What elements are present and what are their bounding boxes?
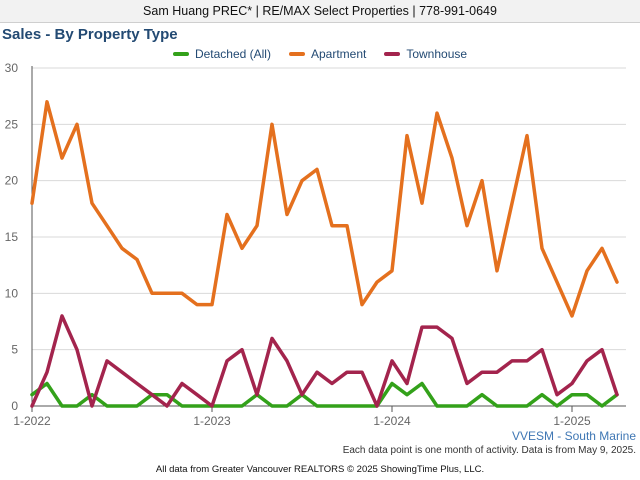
legend-item-apartment[interactable]: Apartment <box>288 46 367 62</box>
x-tick-label-1-2024: 1-2024 <box>373 414 411 428</box>
x-tick-label-1-2023: 1-2023 <box>193 414 231 428</box>
y-tick-label-15: 15 <box>5 230 19 244</box>
legend-swatch-townhouse <box>384 52 401 56</box>
data-note: Each data point is one month of activity… <box>342 445 636 456</box>
legend-label-apartment: Apartment <box>310 47 367 61</box>
agent-info: Sam Huang PREC* | RE/MAX Select Properti… <box>143 4 497 18</box>
y-tick-label-20: 20 <box>5 174 19 188</box>
x-tick-label-1-2025: 1-2025 <box>553 414 591 428</box>
x-tick-label-1-2022: 1-2022 <box>13 414 51 428</box>
legend-swatch-apartment <box>288 52 305 56</box>
legend-item-townhouse[interactable]: Townhouse <box>384 46 467 62</box>
legend-label-townhouse: Townhouse <box>406 47 468 61</box>
footer-credit: All data from Greater Vancouver REALTORS… <box>155 464 485 475</box>
y-tick-label-5: 5 <box>11 343 18 357</box>
header-bar: Sam Huang PREC* | RE/MAX Select Properti… <box>0 0 640 23</box>
chart-title: Sales - By Property Type <box>2 26 178 43</box>
y-tick-label-10: 10 <box>5 286 19 300</box>
y-tick-label-0: 0 <box>11 399 18 413</box>
series-line-apartment <box>30 100 619 318</box>
series-line-townhouse <box>30 314 619 408</box>
region-watermark: VVESM - South Marine <box>511 429 636 443</box>
chart-legend: Detached (All) Apartment Townhouse <box>0 46 640 62</box>
legend-swatch-detached <box>172 52 189 56</box>
y-tick-label-25: 25 <box>5 117 19 131</box>
series-line-detached-all <box>30 381 619 408</box>
y-tick-label-30: 30 <box>5 61 19 75</box>
legend-label-detached: Detached (All) <box>194 47 271 61</box>
legend-item-detached[interactable]: Detached (All) <box>172 46 271 62</box>
